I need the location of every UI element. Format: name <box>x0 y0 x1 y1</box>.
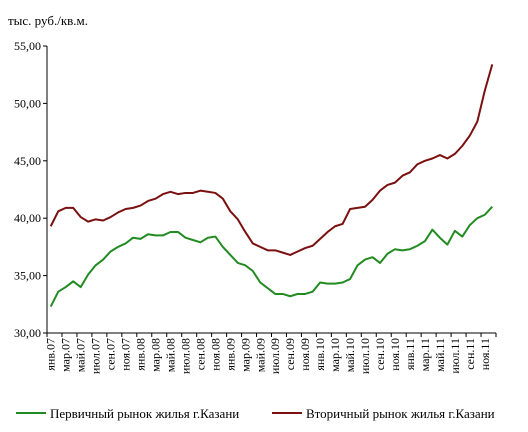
x-tick-label: янв.07 <box>44 338 58 371</box>
legend: Первичный рынок жилья г.Казани Вторичный… <box>16 406 495 421</box>
y-tick-label: 55,00 <box>14 39 41 53</box>
x-tick-label: мар.09 <box>238 338 252 372</box>
series-lines <box>49 64 494 308</box>
x-tick-label: май.11 <box>433 338 447 372</box>
x-tick-label: июл.11 <box>448 338 462 374</box>
x-tick-label: июл.08 <box>178 338 192 374</box>
x-tick-label: ноя.07 <box>119 338 133 371</box>
series-line-primary <box>49 206 493 308</box>
legend-label-secondary: Вторичный рынок жилья г.Казани <box>306 406 495 421</box>
legend-label-primary: Первичный рынок жилья г.Казани <box>50 406 239 421</box>
x-tick-label: янв.11 <box>403 338 417 370</box>
x-tick-label: июл.10 <box>358 338 372 374</box>
x-tick-label: сен.11 <box>463 338 477 370</box>
x-tick-label: сен.07 <box>104 338 118 370</box>
x-tick-label: ноя.09 <box>298 338 312 371</box>
x-tick-label: мар.11 <box>418 338 432 371</box>
x-tick-label: ноя.11 <box>478 338 492 370</box>
x-tick-label: май.08 <box>163 338 177 372</box>
y-axis-ticks: 30,00 35,00 40,00 45,00 50,00 55,00 <box>14 39 47 340</box>
x-tick-label: мар.07 <box>59 338 73 372</box>
x-tick-label: май.07 <box>74 338 88 372</box>
x-tick-label: июл.09 <box>268 338 282 374</box>
x-tick-label: янв.10 <box>313 338 327 371</box>
y-tick-label: 50,00 <box>14 96 41 110</box>
y-tick-label: 30,00 <box>14 326 41 340</box>
x-tick-label: ноя.08 <box>208 338 222 371</box>
y-axis-unit-label: тыс. руб./кв.м. <box>8 13 88 28</box>
y-tick-label: 35,00 <box>14 269 41 283</box>
x-tick-label: май.10 <box>343 338 357 372</box>
series-line-secondary <box>49 64 494 256</box>
y-tick-label: 45,00 <box>14 154 41 168</box>
x-tick-label: янв.09 <box>223 338 237 371</box>
x-tick-label: ноя.10 <box>388 338 402 371</box>
x-tick-label: май.09 <box>253 338 267 372</box>
x-tick-label: сен.09 <box>283 338 297 370</box>
x-tick-label: сен.08 <box>193 338 207 370</box>
x-tick-label: сен.10 <box>373 338 387 370</box>
x-tick-label: янв.08 <box>134 338 148 371</box>
x-tick-label: мар.08 <box>149 338 163 372</box>
x-axis-ticks: янв.07 мар.07 май.07 июл.07 сен.07 ноя.07 янв.… <box>44 333 497 374</box>
x-tick-label: июл.07 <box>89 338 103 374</box>
y-tick-label: 40,00 <box>14 211 41 225</box>
x-tick-label: мар.10 <box>328 338 342 372</box>
